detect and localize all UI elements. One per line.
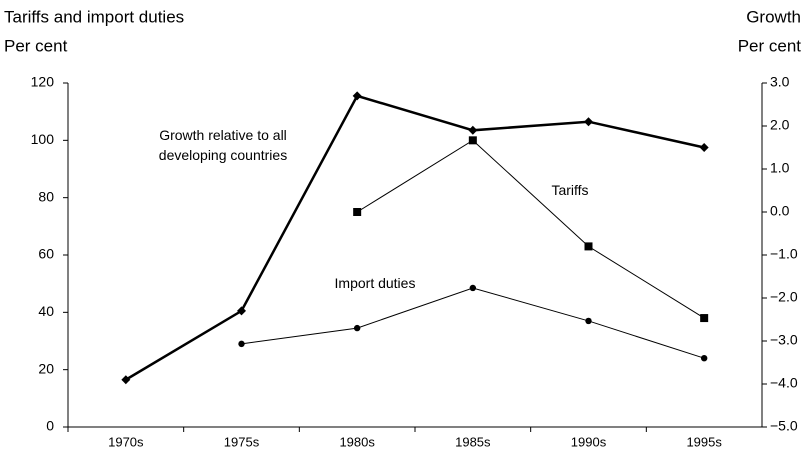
series-label: Import duties [334, 275, 416, 291]
y-axis-title: Tariffs and import duties [4, 7, 184, 26]
y2-axis-unit: Per cent [738, 36, 802, 55]
series-label: Growth relative to all developing countr… [158, 127, 288, 163]
marker [584, 117, 593, 127]
x-tick-label: 1980s [339, 434, 375, 449]
y2-tick-label: −2.0 [770, 289, 798, 305]
marker [584, 242, 593, 251]
marker [700, 314, 709, 323]
y2-tick-label: 0.0 [770, 203, 790, 219]
marker [353, 208, 362, 216]
y-tick-label: 100 [31, 131, 55, 147]
marker [468, 136, 477, 145]
y-tick-label: 40 [38, 303, 54, 319]
y-tick-label: 0 [46, 418, 54, 434]
y2-tick-label: 1.0 [770, 160, 790, 176]
y-tick-label: 120 [31, 74, 55, 90]
series-line [241, 287, 705, 359]
marker [238, 340, 245, 348]
y-tick-label: 60 [38, 246, 54, 262]
y2-axis-title: Growth [746, 7, 801, 26]
y2-tick-label: 2.0 [770, 117, 790, 133]
y2-tick-label: 3.0 [770, 74, 790, 90]
x-tick-label: 1990s [571, 434, 607, 449]
x-tick-label: 1995s [686, 434, 722, 449]
series-line [356, 139, 705, 319]
x-tick-label: 1975s [224, 434, 260, 449]
marker [699, 143, 709, 152]
marker [121, 375, 131, 385]
marker [237, 306, 246, 316]
series-line [125, 94, 705, 381]
y2-tick-label: −5.0 [770, 418, 798, 434]
marker [700, 355, 708, 362]
y-tick-label: 80 [38, 188, 54, 204]
marker [353, 324, 361, 332]
y2-tick-label: −3.0 [770, 332, 798, 348]
marker [469, 284, 477, 292]
y2-tick-label: −4.0 [770, 375, 798, 391]
marker [352, 91, 362, 101]
y2-tick-label: −1.0 [770, 246, 798, 262]
marker [585, 317, 592, 325]
x-tick-label: 1985s [455, 434, 491, 449]
y-tick-label: 20 [38, 360, 54, 376]
marker [468, 125, 478, 135]
series-label: Tariffs [551, 182, 589, 198]
x-tick-label: 1970s [108, 434, 144, 449]
y-axis-unit: Per cent [4, 36, 68, 55]
